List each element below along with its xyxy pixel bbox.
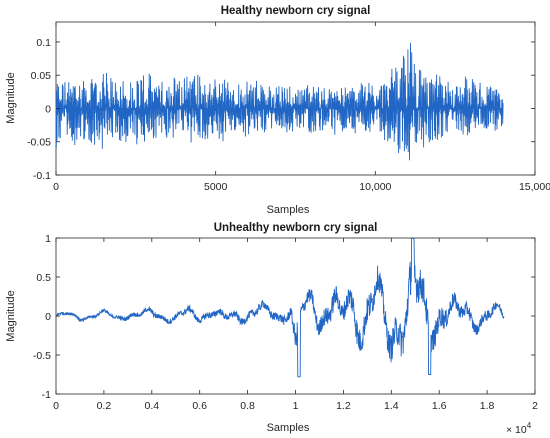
- y-tick-label: 0.1: [36, 37, 51, 49]
- chart-title: Unhealthy newborn cry signal: [214, 222, 378, 234]
- y-tick-label: -0.5: [33, 350, 51, 362]
- x-tick-label: 1.8: [480, 400, 495, 412]
- y-tick-label: 0.05: [31, 70, 52, 82]
- y-axis: -0.1 -0.05 0 0.05 0.1: [27, 37, 535, 182]
- y-axis-label: Magnitude: [5, 72, 17, 123]
- chart-title: Healthy newborn cry signal: [221, 5, 371, 17]
- y-tick-label: 0: [45, 103, 51, 115]
- x-tick-label: 1.6: [432, 400, 447, 412]
- y-tick-label: 0.5: [36, 272, 51, 284]
- x-tick-label: 1: [293, 400, 299, 412]
- x-axis-label: Samples: [267, 204, 310, 216]
- plot-frame: [55, 21, 536, 176]
- x-tick-label: 10,000: [359, 181, 391, 193]
- x-tick-label: 0.8: [240, 400, 255, 412]
- y-tick-label: -0.1: [33, 170, 51, 182]
- series-line: [55, 42, 504, 161]
- x-tick-label: 5000: [204, 181, 228, 193]
- y-tick-label: 1: [45, 233, 51, 245]
- x-axis-label: Samples: [267, 422, 310, 434]
- x-tick-label: 0.4: [144, 400, 159, 412]
- y-tick-label: -1: [42, 389, 51, 401]
- x-tick-label: 0: [53, 400, 59, 412]
- x-axis-exponent: × 104: [506, 421, 532, 436]
- x-axis: 0 0.2 0.4 0.6 0.8 1 1.2 1.4 1.6 1.8 2: [53, 238, 538, 412]
- x-tick-label: 0.2: [97, 400, 112, 412]
- x-tick-label: 1.4: [384, 400, 399, 412]
- y-axis: -1 -0.5 0 0.5 1: [33, 233, 535, 401]
- x-axis: 0 5000 10,000 15,000: [53, 22, 550, 193]
- y-axis-label: Magnitude: [5, 290, 17, 341]
- plot-frame: [55, 237, 536, 395]
- y-tick-label: -0.05: [27, 137, 51, 149]
- y-tick-label: 0: [45, 311, 51, 323]
- x-tick-label: 0: [53, 181, 59, 193]
- x-tick-label: 1.2: [336, 400, 351, 412]
- series-line: [55, 238, 505, 378]
- x-tick-label: 15,000: [519, 181, 550, 193]
- x-tick-label: 0.6: [192, 400, 207, 412]
- x-tick-label: 2: [532, 400, 538, 412]
- healthy-signal-panel: Healthy newborn cry signal 0 5000 10,000 15…: [5, 5, 550, 216]
- unhealthy-signal-panel: Unhealthy newborn cry signal 0 0.2 0.4 0.6 0…: [5, 222, 538, 436]
